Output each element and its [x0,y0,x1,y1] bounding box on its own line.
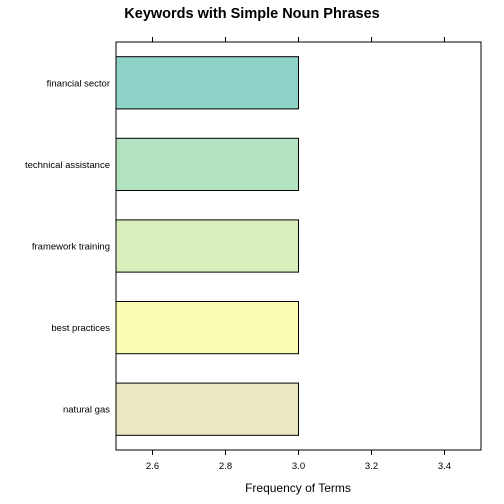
top-tick-marks [152,37,445,42]
chart-title: Keywords with Simple Noun Phrases [124,6,379,22]
bar [115,382,299,436]
category-label: financial sector [47,78,110,89]
x-tick-label: 3.0 [292,461,305,472]
category-label: best practices [51,323,110,334]
bar [115,137,299,192]
category-label: framework training [32,242,110,253]
bottom-tick-marks [152,450,445,455]
bar [115,219,299,273]
x-axis-title: Frequency of Terms [245,481,351,495]
x-tick-label: 2.8 [219,461,232,472]
x-tick-label: 2.6 [146,461,159,472]
category-label: natural gas [63,405,110,416]
bars [115,56,299,436]
bar [115,56,299,110]
category-label: technical assistance [25,160,110,171]
x-tick-labels: 2.6 2.8 3.0 3.2 3.4 [146,461,451,472]
category-labels: financial sector technical assistance fram… [25,78,110,415]
bar [115,300,299,355]
x-tick-label: 3.2 [365,461,378,472]
x-tick-label: 3.4 [438,461,451,472]
